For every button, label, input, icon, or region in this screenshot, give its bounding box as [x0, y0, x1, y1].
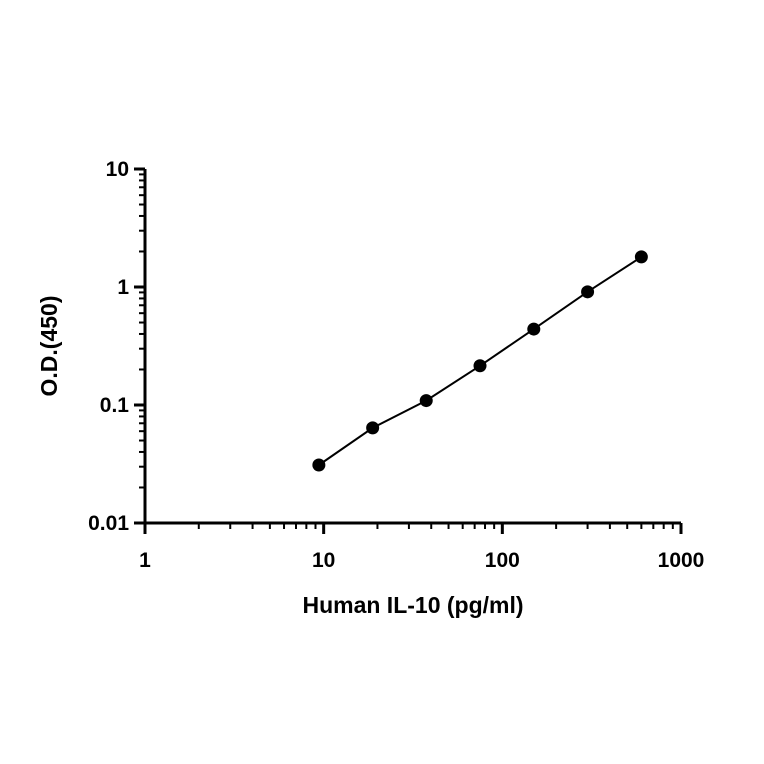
x-ticks: [143, 523, 683, 534]
data-point: [581, 285, 595, 299]
data-point: [312, 458, 326, 472]
data-point: [634, 250, 648, 264]
y-tick-label: 10: [106, 158, 129, 181]
y-tick-label: 1: [117, 276, 129, 299]
y-ticks: [134, 167, 145, 525]
axes: 0.01 0.1 1 10 1 10 100 1000: [88, 158, 704, 572]
data-point: [527, 322, 541, 336]
x-tick-label: 1000: [658, 549, 705, 572]
y-axis-title: O.D.(450): [36, 296, 62, 397]
y-tick-label: 0.1: [100, 394, 130, 417]
y-tick-label: 0.01: [88, 512, 129, 535]
data-point: [419, 394, 433, 408]
data-points: [312, 250, 648, 472]
x-tick-label: 1: [139, 549, 151, 572]
x-tick-label: 100: [485, 549, 520, 572]
data-point: [366, 421, 380, 435]
x-tick-labels: 1 10 100 1000: [139, 549, 704, 572]
x-axis-title: Human IL-10 (pg/ml): [302, 592, 523, 618]
x-tick-label: 10: [312, 549, 335, 572]
y-tick-labels: 0.01 0.1 1 10: [88, 158, 129, 535]
data-point: [473, 359, 487, 373]
